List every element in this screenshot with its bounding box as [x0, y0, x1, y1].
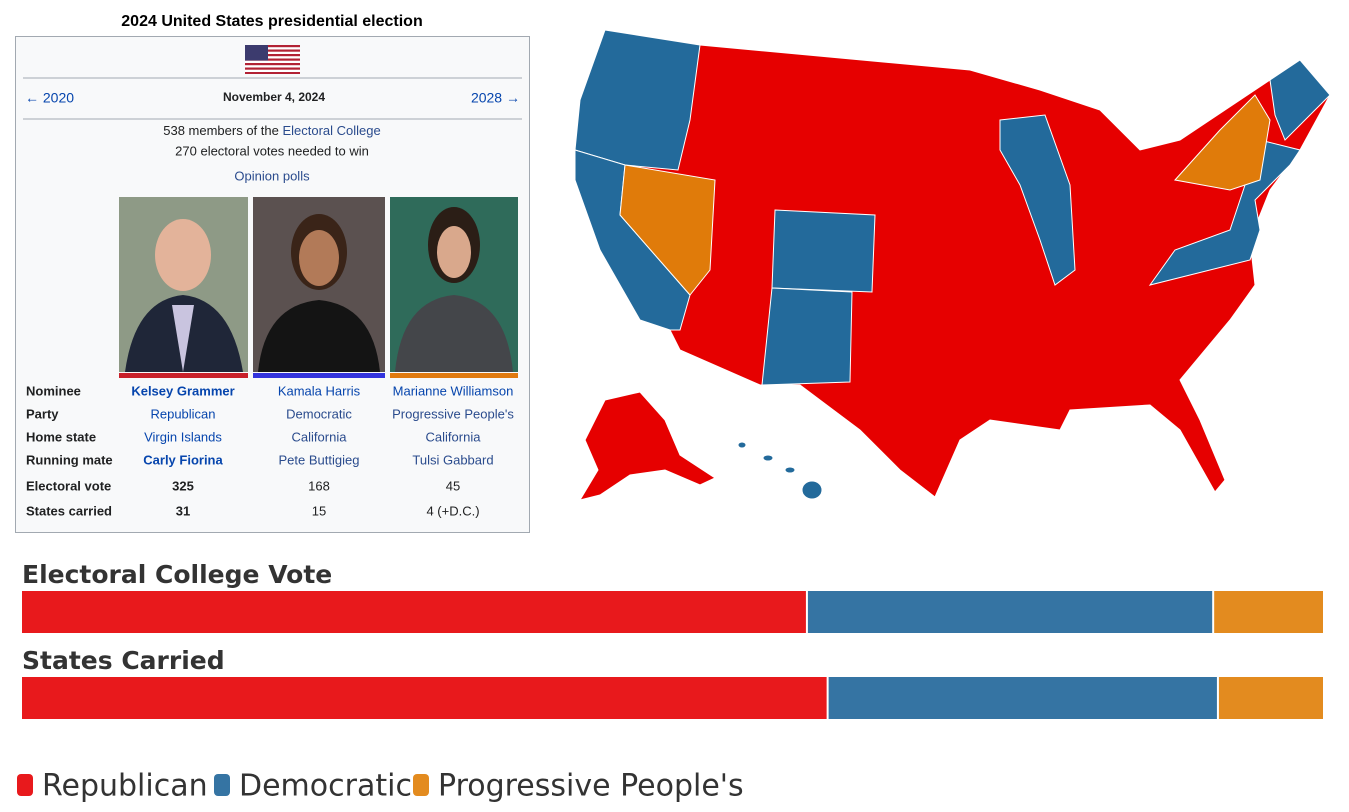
- cell: Virgin Islands: [144, 429, 222, 444]
- polls-link[interactable]: Opinion polls: [234, 168, 310, 183]
- cell: 325: [172, 478, 194, 493]
- photo: [390, 197, 518, 372]
- members-line: 538 members of the Electoral College: [163, 123, 381, 138]
- bar-segment: [807, 591, 1213, 633]
- cell: Pete Buttigieg: [279, 452, 360, 467]
- row-label: States carried: [26, 503, 112, 518]
- legend-marker: [17, 774, 33, 796]
- bar-chart: Electoral College Vote States Carried Repu…: [17, 560, 1323, 804]
- row-label: Home state: [26, 429, 96, 444]
- cell: 45: [446, 478, 460, 493]
- bar-segment: [22, 677, 827, 719]
- legend-label: Progressive People's: [438, 769, 744, 804]
- candidate-table: Nominee Kelsey Grammer Kamala Harris Marian…: [26, 383, 514, 518]
- cell: Kamala Harris: [278, 383, 361, 398]
- prev-link[interactable]: ← 2020: [25, 90, 74, 106]
- flag: [245, 45, 300, 74]
- cell: 168: [308, 478, 330, 493]
- electoral-college-link[interactable]: Electoral College: [282, 123, 380, 138]
- row-label: Running mate: [26, 452, 113, 467]
- photo: [253, 197, 385, 372]
- cell: 31: [176, 503, 190, 518]
- cell: Tulsi Gabbard: [412, 452, 493, 467]
- cell: Progressive People's: [392, 406, 514, 421]
- cell: Republican: [150, 406, 215, 421]
- cell: California: [292, 429, 348, 444]
- photo: [119, 197, 248, 372]
- chart-title: States Carried: [22, 646, 225, 675]
- bar-segment: [1218, 677, 1323, 719]
- chart-title: Electoral College Vote: [22, 560, 332, 589]
- bar-segment: [1214, 591, 1323, 633]
- next-link[interactable]: 2028 →: [471, 90, 520, 106]
- row-label: Nominee: [26, 383, 81, 398]
- cell: 4 (+D.C.): [426, 503, 479, 518]
- row-label: Party: [26, 406, 59, 421]
- needed-line: 270 electoral votes needed to win: [175, 143, 369, 158]
- party-bar: [253, 373, 385, 378]
- cell: Kelsey Grammer: [131, 383, 234, 398]
- us-map: [574, 29, 1331, 501]
- cell: Democratic: [286, 406, 352, 421]
- legend-label: Republican: [42, 769, 208, 804]
- legend-label: Democratic: [239, 769, 412, 804]
- legend-marker: [413, 774, 429, 796]
- cell: California: [426, 429, 482, 444]
- party-bar: [119, 373, 248, 378]
- row-label: Electoral vote: [26, 478, 111, 493]
- infobox-title: 2024 United States presidential election: [121, 13, 422, 30]
- members-text: 538 members of the: [163, 123, 282, 138]
- election-date: November 4, 2024: [223, 90, 325, 104]
- cell: Marianne Williamson: [393, 383, 514, 398]
- cell: 15: [312, 503, 326, 518]
- legend-marker: [214, 774, 230, 796]
- party-bar: [390, 373, 518, 378]
- bar-segment: [22, 591, 806, 633]
- bar-segment: [828, 677, 1217, 719]
- cell: Carly Fiorina: [143, 452, 223, 467]
